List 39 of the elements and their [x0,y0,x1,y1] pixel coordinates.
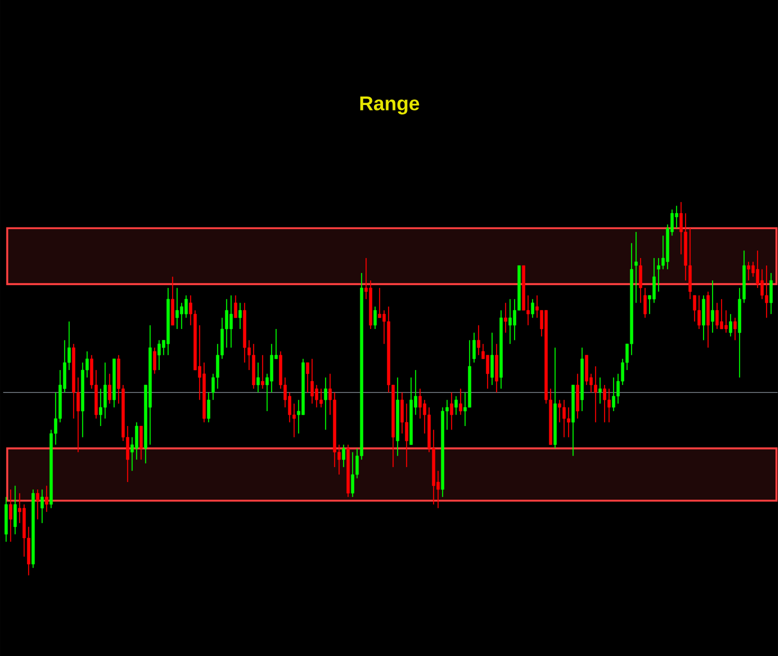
candlestick [764,265,768,318]
candlestick [769,272,773,315]
candlestick [256,362,260,393]
candlestick [634,231,638,304]
candlestick [261,354,264,390]
candlestick [697,294,701,330]
chart-title: Range [360,96,420,114]
candlestick [652,258,656,304]
candlestick [108,373,112,404]
candlestick [531,298,534,318]
candlestick [733,317,737,341]
candlestick [374,306,377,330]
candlestick [472,332,476,364]
candlestick [207,392,210,423]
candlestick [710,280,714,334]
candlestick [14,485,17,535]
candlestick [450,392,454,430]
candlestick [36,489,40,520]
candlestick [598,377,602,404]
candlestick [643,287,647,318]
candlestick [40,489,44,524]
candlestick [45,485,48,512]
candlestick [504,302,508,334]
candlestick [9,489,12,542]
candlestick [638,258,642,304]
candlestick [238,302,242,330]
candlestick [477,324,480,356]
candlestick [674,205,678,229]
candlestick [306,362,310,393]
candlestick [234,294,238,318]
candlestick [490,332,494,386]
candlestick [153,347,156,374]
candlestick [140,426,143,460]
candlestick [459,388,462,416]
candlestick [342,444,346,468]
candlestick [324,377,328,430]
candlestick [724,310,728,334]
candlestick [454,396,458,416]
candlestick [728,314,732,337]
